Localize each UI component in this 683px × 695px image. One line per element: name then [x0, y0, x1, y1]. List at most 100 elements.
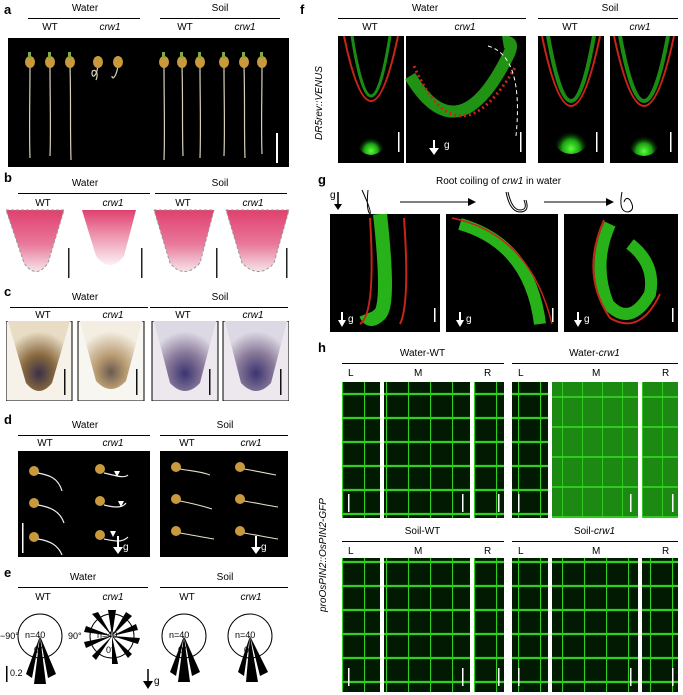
panel-a-soil-line [160, 18, 280, 19]
h4-M: M [592, 546, 601, 557]
panel-a-label: a [4, 2, 12, 17]
panel-e-wt-soil: WT [179, 592, 195, 603]
panel-e-zero-3: 0° [178, 645, 187, 655]
h2-L: L [518, 368, 524, 379]
panel-e-water-line [18, 587, 148, 588]
panel-c-water-line [10, 307, 148, 308]
panel-a-seedlings-image [8, 38, 289, 167]
panel-g-title-mut: crw1 [502, 176, 524, 187]
panel-e-soil-label: Soil [216, 572, 234, 583]
panel-d-wt-water: WT [37, 438, 53, 449]
panel-c-soil-line [150, 307, 288, 308]
panel-h-group-1-title: Water-WT [340, 348, 505, 359]
panel-g-label: g [318, 172, 326, 187]
panel-f-soil-label: Soil [601, 3, 619, 14]
panel-b-mut-soil: crw1 [242, 198, 264, 209]
panel-d-wt-soil: WT [179, 438, 195, 449]
panel-e-zero-1: 0° [34, 645, 43, 655]
panel-h-group-3-title: Soil-WT [340, 526, 505, 537]
panel-g-title: Root coiling of crw1 in water [436, 176, 561, 187]
panel-h-group-4-line [512, 541, 678, 542]
panel-f-wt-water: WT [362, 22, 378, 33]
h1-R: R [484, 368, 492, 379]
panel-b-label: b [4, 170, 12, 185]
panel-e-water-label: Water [69, 572, 97, 583]
h4-R: R [662, 546, 670, 557]
panel-a-soil-label: Soil [211, 3, 229, 14]
panel-e-rose-plots [6, 610, 273, 684]
panel-e-n-3: n=40 [169, 630, 190, 640]
panel-b-soil-label: Soil [211, 178, 229, 189]
panel-e-gravity-arrow-icon [143, 669, 153, 689]
panel-h-group-2-title: Water-crw1 [512, 348, 677, 359]
panel-d-water-line [18, 435, 150, 436]
panel-c-mut-water: crw1 [102, 310, 124, 321]
panel-g-gravity-label-top: g [330, 190, 336, 201]
panel-b-soil-line [155, 193, 287, 194]
panel-e-plus90: 90° [68, 631, 82, 641]
panel-d-water-drawing [22, 464, 129, 556]
panel-e-mut-water: crw1 [102, 592, 124, 603]
panel-d-gravity-label: g [123, 542, 129, 553]
panel-h-group-3-line [342, 541, 504, 542]
panel-e-mut-soil: crw1 [240, 592, 262, 603]
panel-f-reporter-label: DR5rev::VENUS [314, 66, 325, 140]
panel-h-reporter-label: proOsPIN2::OsPIN2-GFP [318, 498, 329, 612]
h3-R: R [484, 546, 492, 557]
panel-f-soil-line [538, 18, 678, 19]
group-1-wt: WT [429, 348, 446, 359]
panel-c-stained-roots [6, 321, 289, 401]
panel-g-title-pre: Root coiling of [436, 176, 503, 187]
group-4-pre: Soil- [573, 526, 594, 537]
panel-c-mut-soil: crw1 [242, 310, 264, 321]
panel-c-wt-soil: WT [175, 310, 191, 321]
panel-e-minus90: −90° [0, 631, 19, 641]
panel-h-group-2-line [512, 363, 678, 364]
panel-d-soil-drawing [171, 462, 279, 540]
panel-e-wt-water: WT [35, 592, 51, 603]
panel-a-mut-water: crw1 [99, 22, 121, 33]
panel-c-water-label: Water [71, 292, 99, 303]
panel-a-water-line [28, 18, 140, 19]
panel-d-label: d [4, 412, 12, 427]
panel-a-water-label: Water [71, 3, 99, 14]
panel-d-gravity-arrow-icon [113, 536, 123, 554]
panel-b-water-line [18, 193, 150, 194]
h3-M: M [414, 546, 423, 557]
panel-b-stained-roots [5, 209, 289, 278]
h1-M: M [414, 368, 423, 379]
panel-h-cell-images [342, 382, 678, 692]
panel-c-label: c [4, 284, 12, 299]
panel-e-zero-4: 0° [244, 645, 253, 655]
group-1-pre: Water- [399, 348, 430, 359]
panel-e-soil-line [160, 587, 288, 588]
group-2-pre: Water- [569, 348, 599, 359]
panel-e-gravity-label: g [154, 676, 160, 687]
panel-g-coiling-schematic [334, 189, 634, 215]
panel-f-mut-soil: crw1 [629, 22, 651, 33]
panel-f-mut-water: crw1 [454, 22, 476, 33]
panel-d-soil-image [160, 451, 288, 557]
panel-f-label: f [300, 2, 305, 17]
panel-h-group-1-line [342, 363, 504, 364]
panel-b-mut-water: crw1 [102, 198, 124, 209]
panel-h-label: h [318, 340, 326, 355]
panel-d-water-image [18, 451, 150, 557]
h1-L: L [348, 368, 354, 379]
h3-L: L [348, 546, 354, 557]
panel-h-group-4-title: Soil-crw1 [512, 526, 677, 537]
panel-d-soil-gravity-arrow-icon [251, 536, 261, 554]
panel-f-wt-soil: WT [562, 22, 578, 33]
panel-a-wt-water: WT [42, 22, 58, 33]
panel-a-wt-soil: WT [177, 22, 193, 33]
panel-b-wt-water: WT [35, 198, 51, 209]
panel-d-mut-soil: crw1 [240, 438, 262, 449]
panel-e-zero-2: 0° [106, 645, 115, 655]
group-3-wt: WT [424, 526, 441, 537]
panel-d-mut-water: crw1 [102, 438, 124, 449]
panel-d-soil-label: Soil [216, 420, 234, 431]
panel-e-label: e [4, 565, 12, 580]
panel-f-fluorescence-images [338, 36, 678, 163]
panel-d-soil-line [160, 435, 288, 436]
h4-L: L [518, 546, 524, 557]
